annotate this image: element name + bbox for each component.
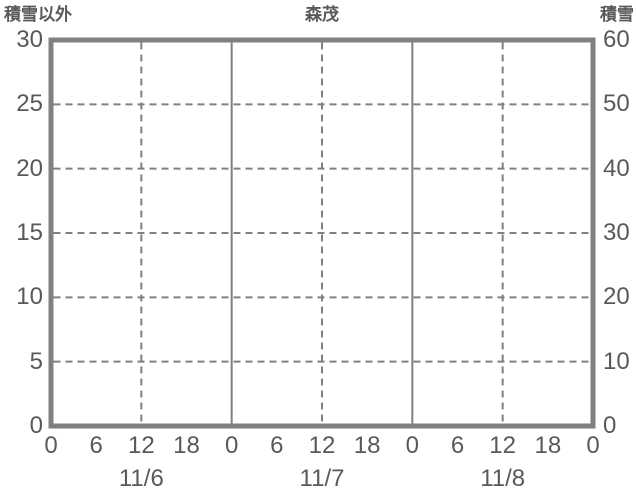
x-hour-label: 0 — [44, 432, 58, 459]
left-axis-tick-label: 20 — [16, 154, 43, 182]
x-hour-label: 0 — [224, 432, 239, 459]
plot-border — [48, 37, 596, 429]
right-axis-tick-label: 0 — [603, 412, 617, 439]
x-hour-label: 0 — [586, 432, 600, 459]
x-hour-label: 6 — [450, 432, 465, 459]
left-axis-tick-label: 15 — [16, 219, 43, 246]
x-day-label: 11/6 — [118, 465, 164, 492]
x-hour-label: 12 — [489, 432, 516, 459]
x-hour-label: 0 — [405, 432, 419, 459]
x-hour-label: 18 — [173, 432, 200, 459]
x-hour-label: 6 — [270, 432, 284, 459]
x-hour-label: 18 — [534, 432, 562, 459]
right-axis-tick-label: 30 — [603, 219, 630, 246]
right-axis-tick-label: 50 — [603, 90, 630, 118]
left-axis-tick-label: 25 — [16, 90, 43, 118]
left-axis-tick-label: 10 — [16, 283, 43, 311]
left-axis-tick-label: 5 — [29, 347, 43, 375]
left-axis-title: 積雪以外 — [4, 5, 72, 24]
x-hour-label: 6 — [89, 432, 103, 459]
x-hour-label: 12 — [127, 432, 155, 459]
chart-title: 森茂 — [305, 5, 339, 24]
right-axis-tick-label: 60 — [603, 26, 630, 53]
right-axis-tick-label: 10 — [603, 347, 630, 375]
right-axis-title: 積雪 — [600, 5, 634, 24]
x-day-label: 11/7 — [299, 465, 345, 492]
x-hour-label: 12 — [308, 432, 336, 459]
right-axis-tick-label: 20 — [603, 283, 630, 311]
left-axis-tick-label: 0 — [29, 412, 43, 439]
right-axis-tick-label: 40 — [603, 154, 630, 182]
x-hour-label: 18 — [353, 432, 381, 459]
left-axis-tick-label: 30 — [16, 26, 43, 53]
x-day-label: 11/8 — [480, 465, 526, 492]
